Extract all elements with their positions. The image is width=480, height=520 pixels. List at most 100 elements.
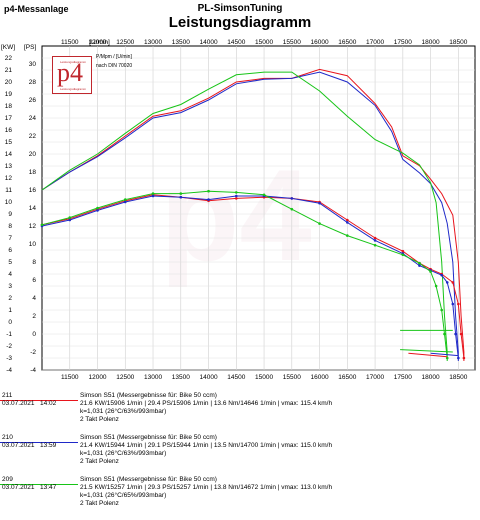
rundown-line xyxy=(400,349,453,353)
x-tick-label-bottom: 14500 xyxy=(227,374,245,381)
run-datetime: 03.07.2021 14:02 xyxy=(2,400,57,407)
kw-tick-label: 19 xyxy=(5,91,13,98)
organization-name: PL-SimsonTuning xyxy=(197,3,283,14)
point-209-torque xyxy=(401,253,405,257)
point-209-torque xyxy=(434,284,438,288)
chart-annotation-unit: P/Mpm / [U/min] xyxy=(96,54,132,60)
run-engine: 2 Takt Polenz xyxy=(80,416,119,423)
ps-tick-label: 22 xyxy=(29,133,37,140)
ps-tick-label: 26 xyxy=(29,97,37,104)
point-210-torque xyxy=(96,209,99,212)
kw-tick-label: 13 xyxy=(5,163,13,170)
point-209-torque xyxy=(346,234,349,237)
series-210-power xyxy=(41,71,459,361)
x-tick-label-top: 17500 xyxy=(394,39,412,46)
kw-tick-label: 14 xyxy=(5,151,13,158)
point-209-torque xyxy=(262,193,266,197)
run-datetime: 03.07.2021 13:47 xyxy=(2,484,57,491)
kw-tick-label: 15 xyxy=(5,139,13,146)
point-209-torque xyxy=(68,216,72,219)
kw-tick-label: 22 xyxy=(5,55,13,62)
kw-tick-label: 11 xyxy=(5,187,12,194)
x-tick-label-top: 16000 xyxy=(311,39,329,46)
point-211-torque xyxy=(451,281,455,284)
ps-tick-label: 6 xyxy=(32,277,36,284)
series-210-torque xyxy=(41,195,459,359)
point-210-torque xyxy=(418,264,421,267)
point-210-torque xyxy=(454,332,457,336)
x-tick-label-top: 13500 xyxy=(172,39,190,46)
kw-tick-label: -2 xyxy=(6,343,12,350)
x-tick-label-top: 13000 xyxy=(144,39,162,46)
point-211-torque xyxy=(373,236,377,240)
point-210-torque xyxy=(445,281,449,284)
kw-tick-label: 3 xyxy=(8,283,12,290)
series-211-power xyxy=(41,68,465,361)
kw-tick-label: 21 xyxy=(5,67,13,74)
point-209-torque xyxy=(123,198,127,201)
x-tick-label-top: 18500 xyxy=(449,39,467,46)
point-209-torque xyxy=(443,332,446,336)
x-tick-label-top: 15500 xyxy=(283,39,301,46)
run-vehicle: Simson S51 (Messergebnisse für: Bike 50 … xyxy=(80,476,217,483)
x-tick-label-bottom: 17500 xyxy=(394,374,412,381)
x-tick-label-bottom: 12500 xyxy=(116,374,134,381)
ps-tick-label: 18 xyxy=(29,169,37,176)
kw-tick-label: 7 xyxy=(8,235,12,242)
point-211-torque xyxy=(462,356,466,360)
logo-caption-top: Leistungsdiagramm xyxy=(60,60,87,64)
point-211-torque xyxy=(457,302,460,306)
kw-tick-label: -4 xyxy=(6,367,12,374)
point-210-torque xyxy=(151,194,155,198)
run-values: 21.4 KW/15944 1/min | 29.1 PS/15944 1/mi… xyxy=(80,442,333,449)
point-209-torque xyxy=(96,206,99,210)
x-tick-label-bottom: 18000 xyxy=(422,374,440,381)
x-tick-label-bottom: 12000 xyxy=(88,374,106,381)
point-211-torque xyxy=(346,218,349,222)
ps-tick-label: 0 xyxy=(32,331,36,338)
x-tick-label-top: 12000 xyxy=(88,39,106,46)
app-title: p4-Messanlage xyxy=(4,4,69,14)
logo-mark: p4 xyxy=(57,58,83,87)
kw-tick-label: -3 xyxy=(6,355,12,362)
kw-tick-label: 0 xyxy=(8,319,12,326)
point-210-torque xyxy=(179,195,183,199)
kw-tick-label: 4 xyxy=(8,271,12,278)
kw-tick-label: 16 xyxy=(5,127,13,134)
kw-tick-label: 8 xyxy=(8,223,12,230)
run-color-bar xyxy=(0,442,78,443)
rundown-line xyxy=(408,352,448,358)
kw-tick-label: 12 xyxy=(5,175,13,182)
run-correction: k=1,031 (26°C/65%/993mbar) xyxy=(80,492,167,499)
point-209-torque xyxy=(429,270,432,273)
x-tick-label-bottom: 15500 xyxy=(283,374,301,381)
point-209-torque xyxy=(445,356,449,360)
ps-tick-label: 2 xyxy=(32,313,36,320)
chart-title: Leistungsdiagramm xyxy=(168,14,312,31)
run-engine: 2 Takt Polenz xyxy=(80,500,119,507)
x-tick-label-bottom: 17000 xyxy=(366,374,384,381)
series-211-torque xyxy=(41,194,465,359)
ps-tick-label: 14 xyxy=(29,205,37,212)
ps-tick-label: 28 xyxy=(29,79,37,86)
chart-annotation-standard: nach DIN 70020 xyxy=(96,63,133,69)
x-tick-label-bottom: 16000 xyxy=(311,374,329,381)
x-tick-label-bottom: 13000 xyxy=(144,374,162,381)
x-tick-label-top: 17000 xyxy=(366,39,384,46)
run-id: 210 xyxy=(2,434,13,441)
point-211-torque xyxy=(401,249,405,253)
kw-tick-label: -1 xyxy=(6,331,12,338)
point-211-torque xyxy=(459,332,463,336)
series-209-power xyxy=(41,71,448,361)
run-id: 211 xyxy=(2,392,13,399)
x-unit-label: [U/min] xyxy=(89,39,110,46)
run-engine: 2 Takt Polenz xyxy=(80,458,119,465)
kw-tick-label: 18 xyxy=(5,103,13,110)
kw-tick-label: 2 xyxy=(8,295,12,302)
ps-tick-label: -4 xyxy=(30,367,36,374)
ps-axis-unit: [PS] xyxy=(24,44,36,51)
kw-tick-label: 17 xyxy=(5,115,13,122)
power-chart: 1150011500120001200012500125001300013000… xyxy=(1,39,476,381)
point-209-torque xyxy=(373,243,377,247)
x-tick-label-top: 18000 xyxy=(422,39,440,46)
